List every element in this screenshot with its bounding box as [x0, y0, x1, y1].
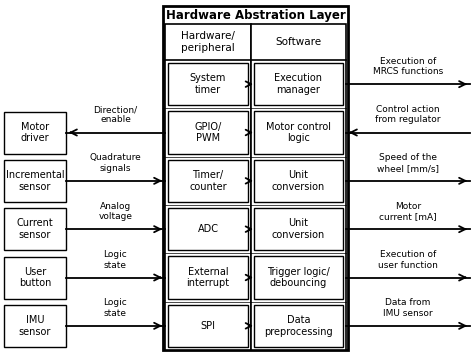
- Text: SPI: SPI: [201, 321, 216, 331]
- Text: Current
sensor: Current sensor: [17, 218, 54, 240]
- Text: Incremental
sensor: Incremental sensor: [6, 170, 64, 192]
- Text: IMU
sensor: IMU sensor: [19, 315, 51, 337]
- Text: GPIO/
PWM: GPIO/ PWM: [194, 122, 222, 143]
- Text: Data from
IMU sensor: Data from IMU sensor: [383, 298, 433, 318]
- Text: Motor control
logic: Motor control logic: [266, 122, 331, 143]
- Text: Quadrature
signals: Quadrature signals: [90, 153, 141, 173]
- Text: Unit
conversion: Unit conversion: [272, 170, 325, 192]
- Text: Logic
state: Logic state: [104, 298, 128, 318]
- Bar: [168, 208, 248, 250]
- Bar: [254, 256, 343, 299]
- Text: Motor
driver: Motor driver: [21, 122, 49, 143]
- Bar: [168, 305, 248, 347]
- Text: Speed of the
wheel [mm/s]: Speed of the wheel [mm/s]: [377, 153, 439, 173]
- Text: Software: Software: [275, 37, 321, 47]
- Bar: [251, 24, 346, 350]
- Bar: [168, 63, 248, 105]
- Text: Execution of
user function: Execution of user function: [378, 250, 438, 269]
- Bar: [168, 160, 248, 202]
- Text: Motor
current [mA]: Motor current [mA]: [379, 202, 437, 221]
- Text: Hardware Abstration Layer: Hardware Abstration Layer: [165, 9, 346, 21]
- Bar: [254, 111, 343, 154]
- Text: Hardware/
peripheral: Hardware/ peripheral: [181, 31, 235, 53]
- Text: Analog
voltage: Analog voltage: [99, 202, 133, 221]
- Text: Control action
from regulator: Control action from regulator: [375, 105, 441, 125]
- Bar: [4, 160, 66, 202]
- Bar: [4, 257, 66, 298]
- Bar: [168, 256, 248, 299]
- Bar: [4, 208, 66, 250]
- Text: Unit
conversion: Unit conversion: [272, 218, 325, 240]
- Text: Direction/
enable: Direction/ enable: [93, 105, 137, 125]
- Text: Trigger logic/
debouncing: Trigger logic/ debouncing: [267, 267, 330, 288]
- Text: User
button: User button: [19, 267, 51, 288]
- Text: Data
preprocessing: Data preprocessing: [264, 315, 333, 337]
- Bar: [254, 208, 343, 250]
- Bar: [165, 24, 251, 350]
- Text: ADC: ADC: [198, 224, 219, 234]
- Bar: [254, 63, 343, 105]
- Text: External
interrupt: External interrupt: [186, 267, 229, 288]
- Text: Execution of
MRCS functions: Execution of MRCS functions: [373, 57, 443, 76]
- Bar: [254, 160, 343, 202]
- Text: Logic
state: Logic state: [104, 250, 128, 269]
- Text: Timer/
counter: Timer/ counter: [189, 170, 227, 192]
- Text: Execution
manager: Execution manager: [274, 73, 322, 95]
- Text: System
timer: System timer: [190, 73, 226, 95]
- Bar: [163, 6, 348, 350]
- Bar: [168, 111, 248, 154]
- Bar: [254, 305, 343, 347]
- Bar: [4, 305, 66, 347]
- Bar: [4, 111, 66, 153]
